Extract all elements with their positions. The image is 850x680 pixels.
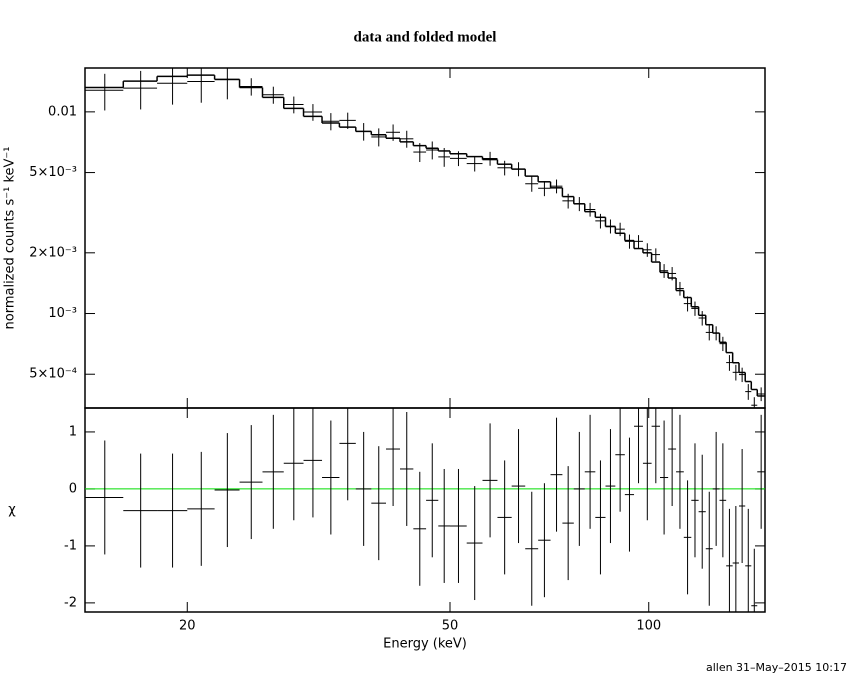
y-tick-label: 0.01 [48,104,77,119]
chart-title: data and folded model [354,29,497,45]
y-tick-label: 5×10⁻⁴ [29,367,77,382]
x-axis-label: Energy (keV) [383,637,467,652]
y-tick-label: 1 [69,424,77,439]
y-tick-label: 0 [69,481,77,496]
y-tick-label: 2×10⁻³ [29,245,77,260]
y-tick-label: 5×10⁻³ [29,165,77,180]
y-tick-label: -2 [64,595,77,610]
plot-frame [84,67,766,409]
x-tick-label: 20 [179,619,196,634]
y-axis-label: χ [8,503,16,518]
x-tick-label: 100 [636,619,661,634]
y-tick-label: 10⁻³ [48,306,77,321]
y-tick-label: -1 [64,538,77,553]
plot-frame [84,407,766,613]
y-axis-label: normalized counts s⁻¹ keV⁻¹ [3,147,18,330]
footer: allen 31–May–2015 10:17 [706,661,847,674]
x-tick-label: 50 [442,619,459,634]
